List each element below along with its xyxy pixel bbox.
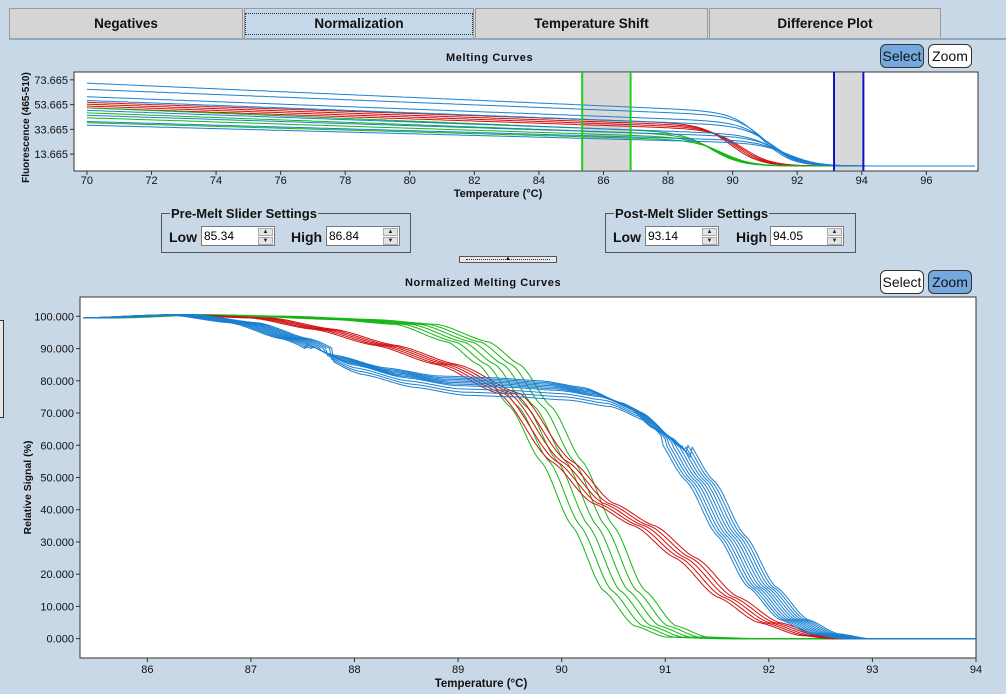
tab-label: Negatives [94, 16, 158, 31]
post-melt-low-input[interactable] [648, 228, 702, 244]
tab-difference-plot[interactable]: Difference Plot [709, 8, 941, 38]
x-tick-label: 74 [210, 175, 222, 187]
post-melt-high-input[interactable] [773, 228, 827, 244]
x-axis-label: Temperature (°C) [454, 188, 543, 200]
stepper-up-icon[interactable]: ▲ [827, 228, 842, 236]
pre-melt-settings: Pre-Melt Slider Settings Low ▲ ▼ High ▲ … [161, 206, 411, 253]
x-tick-label: 80 [404, 175, 416, 187]
normalized-curves-title: Normalized Melting Curves [405, 277, 562, 289]
splitter-arrow-icon: ▲ [505, 256, 511, 262]
x-tick-label: 91 [659, 664, 671, 676]
pre-melt-high-input[interactable] [329, 228, 383, 244]
x-axis-label: Temperature (°C) [435, 678, 528, 690]
y-tick-label: 40.000 [40, 505, 74, 517]
pre-melt-low-stepper[interactable]: ▲ ▼ [201, 226, 275, 246]
x-tick-label: 93 [866, 664, 878, 676]
normalized-melting-curves-chart[interactable]: 86 87 88 89 90 91 92 93 94 0.000 10.000 20.000 30.00… [11, 295, 986, 694]
x-tick-label: 87 [245, 664, 257, 676]
y-tick-label: 0.000 [46, 634, 74, 646]
y-tick-label: 13.665 [34, 149, 68, 161]
side-panel-grip[interactable] [0, 320, 4, 418]
y-tick-label: 20.000 [40, 569, 74, 581]
tab-label: Difference Plot [777, 16, 873, 31]
pre-melt-high-stepper[interactable]: ▲ ▼ [326, 226, 400, 246]
stepper-down-icon[interactable]: ▼ [827, 237, 842, 245]
melting-curves-title: Melting Curves [446, 52, 534, 64]
y-tick-label: 60.000 [40, 440, 74, 452]
y-tick-label: 50.000 [40, 473, 74, 485]
x-tick-label: 76 [275, 175, 287, 187]
tab-normalization[interactable]: Normalization [244, 8, 474, 38]
post-melt-high-label: High [736, 229, 768, 245]
tab-label: Normalization [245, 12, 473, 35]
x-tick-label: 70 [81, 175, 93, 187]
x-tick-label: 72 [145, 175, 157, 187]
x-tick-label: 96 [920, 175, 932, 187]
tab-strip-divider [9, 38, 1006, 40]
melting-curves-chart[interactable]: 70 72 74 76 78 80 82 84 86 88 90 92 94 96 13.665 33.665… [11, 68, 986, 208]
stepper-up-icon[interactable]: ▲ [383, 228, 398, 236]
x-tick-label: 94 [970, 664, 982, 676]
pre-melt-low-label: Low [169, 229, 197, 245]
y-tick-label: 33.665 [34, 124, 68, 136]
y-tick-label: 80.000 [40, 376, 74, 388]
stepper-up-icon[interactable]: ▲ [702, 228, 717, 236]
x-tick-label: 89 [452, 664, 464, 676]
y-tick-label: 100.000 [34, 311, 74, 323]
y-tick-label: 70.000 [40, 408, 74, 420]
post-melt-low-label: Low [613, 229, 641, 245]
green-melting-curve [86, 122, 975, 167]
y-tick-label: 30.000 [40, 537, 74, 549]
x-tick-label: 90 [556, 664, 568, 676]
x-tick-label: 90 [727, 175, 739, 187]
bottom-zoom-button[interactable]: Zoom [928, 270, 972, 294]
panel-splitter[interactable]: ▲ [459, 256, 557, 263]
x-tick-label: 82 [468, 175, 480, 187]
x-tick-label: 86 [597, 175, 609, 187]
top-zoom-button[interactable]: Zoom [928, 44, 972, 68]
x-tick-label: 88 [662, 175, 674, 187]
pre-melt-high-label: High [291, 229, 323, 245]
splitter-grip [466, 259, 550, 260]
x-tick-label: 94 [856, 175, 868, 187]
tab-temperature-shift[interactable]: Temperature Shift [475, 8, 708, 38]
blue-melting-curve [86, 124, 975, 167]
post-melt-high-stepper[interactable]: ▲ ▼ [770, 226, 844, 246]
x-tick-label: 78 [339, 175, 351, 187]
bottom-select-button[interactable]: Select [880, 270, 924, 294]
pre-melt-low-input[interactable] [204, 228, 258, 244]
x-tick-label: 92 [791, 175, 803, 187]
tab-negatives[interactable]: Negatives [9, 8, 243, 38]
x-tick-label: 86 [141, 664, 153, 676]
post-melt-low-stepper[interactable]: ▲ ▼ [645, 226, 719, 246]
pre-melt-title: Pre-Melt Slider Settings [170, 206, 318, 221]
stepper-down-icon[interactable]: ▼ [702, 237, 717, 245]
stepper-up-icon[interactable]: ▲ [258, 228, 273, 236]
blue-normalized-curve [83, 314, 976, 640]
stepper-down-icon[interactable]: ▼ [258, 237, 273, 245]
tab-bar: Negatives Normalization Temperature Shif… [0, 0, 1006, 38]
post-melt-title: Post-Melt Slider Settings [614, 206, 770, 221]
y-axis-label: Fluorescence (465-510) [21, 72, 32, 183]
tab-label: Temperature Shift [534, 16, 649, 31]
x-tick-label: 88 [348, 664, 360, 676]
y-axis-label: Relative Signal (%) [22, 441, 34, 535]
post-melt-settings: Post-Melt Slider Settings Low ▲ ▼ High ▲… [605, 206, 856, 253]
x-tick-label: 92 [763, 664, 775, 676]
x-tick-label: 84 [533, 175, 545, 187]
plot-area [79, 296, 977, 659]
stepper-down-icon[interactable]: ▼ [383, 237, 398, 245]
y-tick-label: 53.665 [34, 100, 68, 112]
normalization-panel: Melting Curves Select Zoom 70 72 74 76 78 80 8… [11, 40, 1006, 694]
y-tick-label: 90.000 [40, 344, 74, 356]
y-tick-label: 73.665 [34, 75, 68, 87]
post-melt-region [834, 73, 864, 170]
y-tick-label: 10.000 [40, 601, 74, 613]
top-select-button[interactable]: Select [880, 44, 924, 68]
